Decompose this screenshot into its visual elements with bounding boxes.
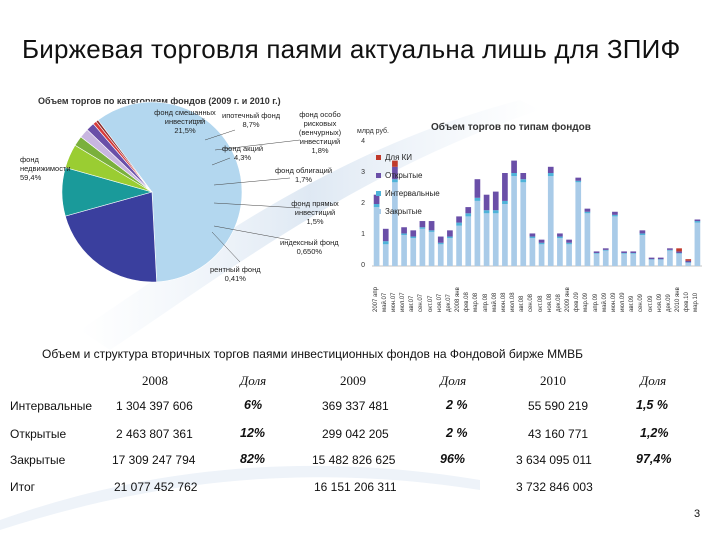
x-tick: май.08 [491, 292, 498, 312]
x-tick: авг.07 [409, 295, 416, 312]
x-tick: ноя.09 [656, 293, 663, 312]
share-2009: 2 % [446, 398, 468, 412]
share-2010: 1,5 % [636, 398, 668, 412]
pie-label-real-estate: фонд недвижимости 59,4% [20, 155, 71, 182]
x-tick: авг.09 [629, 295, 636, 312]
x-tick: май.09 [601, 292, 608, 312]
x-tick: авг.08 [519, 295, 526, 312]
table-caption: Объем и структура вторичных торгов паями… [42, 347, 584, 361]
pie-chart-title: Объем торгов по категориям фондов (2009 … [38, 96, 281, 106]
x-tick: мар.08 [473, 292, 480, 312]
x-tick: ноя.07 [436, 293, 443, 312]
x-tick: дек.09 [665, 294, 672, 312]
pie-label-mixed: фонд смешанных инвестиций 21,5% [154, 108, 216, 135]
value-2009: 369 337 481 [322, 399, 389, 413]
value-2008: 17 309 247 794 [112, 453, 196, 467]
x-tick: фев.10 [684, 292, 691, 312]
share-2010: 97,4% [636, 452, 672, 466]
bar-chart-title: Объем торгов по типам фондов [431, 122, 591, 133]
share-2009: 96% [440, 452, 466, 466]
share-2008: 82% [240, 452, 266, 466]
share-2008: 6% [244, 398, 263, 412]
x-tick: мар.09 [583, 292, 590, 312]
x-tick: 2010 янв [675, 287, 682, 312]
row-label: Итог [10, 480, 36, 494]
x-tick: ноя.08 [546, 293, 553, 312]
slide-title: Биржевая торговля паями актуальна лишь д… [22, 34, 681, 64]
x-tick: июл.08 [510, 292, 517, 312]
x-tick: окт.07 [427, 295, 434, 312]
x-tick: июн.07 [390, 292, 397, 312]
x-tick: май.07 [381, 292, 388, 312]
value-2010: 3 732 846 003 [516, 480, 593, 494]
x-tick: сен.07 [418, 294, 425, 312]
bar-legend: Для КИ Открытые Интервальные Закрытые [376, 148, 440, 220]
legend-swatch [376, 190, 381, 196]
y-tick: 4 [361, 138, 365, 145]
y-tick: 0 [361, 262, 365, 269]
share-2009: 2 % [446, 426, 468, 440]
legend-swatch [376, 208, 381, 214]
x-tick: окт.09 [647, 295, 654, 312]
x-tick: 2008 янв [455, 287, 462, 312]
pie-label-index: индексный фонд 0,650% [280, 238, 339, 256]
x-tick: апр.08 [482, 293, 489, 312]
header-2010: 2010 [540, 373, 566, 388]
legend-item: Интервальные [376, 184, 440, 202]
x-tick: июл.09 [620, 292, 627, 312]
row-label: Интервальные [10, 399, 93, 413]
x-tick: июл.07 [400, 292, 407, 312]
y-tick: 3 [361, 169, 365, 176]
share-2010: 1,2% [640, 426, 669, 440]
x-tick: сен.08 [528, 294, 535, 312]
value-2010: 3 634 095 011 [516, 453, 592, 467]
header-2008: 2008 [142, 373, 168, 388]
header-share-2010: Доля [640, 373, 667, 388]
y-tick: 2 [361, 200, 365, 207]
page-number: 3 [694, 508, 701, 520]
x-tick: дек.07 [445, 294, 452, 312]
legend-item: Открытые [376, 166, 440, 184]
value-2010: 43 160 771 [528, 427, 589, 441]
legend-swatch [376, 154, 381, 160]
row-label: Открытые [10, 427, 67, 441]
header-2009: 2009 [340, 373, 366, 388]
pie-label-venture: фонд особо рисковых (венчурных) инвестиц… [298, 110, 342, 155]
legend-item: Для КИ [376, 148, 440, 166]
x-tick: июн.09 [610, 292, 617, 312]
x-tick: окт.08 [537, 295, 544, 312]
value-2008: 1 304 397 606 [116, 399, 193, 413]
pie-label-direct: фонд прямых инвестиций 1,5% [291, 199, 339, 226]
x-tick: июн.08 [500, 292, 507, 312]
x-tick: фев.09 [574, 292, 581, 312]
x-tick: фев.08 [464, 292, 471, 312]
value-2009: 16 151 206 311 [314, 480, 397, 494]
x-tick: мар.10 [693, 292, 700, 312]
header-share-2008: Доля [240, 373, 267, 388]
value-2008: 2 463 807 361 [116, 427, 193, 441]
value-2009: 299 042 205 [322, 427, 389, 441]
row-label: Закрытые [10, 453, 66, 467]
bar-chart-unit: млрд руб. [357, 128, 390, 135]
x-tick: дек.08 [555, 294, 562, 312]
value-2009: 15 482 826 625 [312, 453, 396, 467]
value-2008: 21 077 452 762 [114, 480, 198, 494]
legend-swatch [376, 172, 381, 178]
legend-item: Закрытые [376, 202, 440, 220]
pie-label-bonds: фонд облигаций 1,7% [275, 166, 333, 184]
x-tick: 2009 янв [565, 287, 572, 312]
value-2010: 55 590 219 [528, 399, 589, 413]
x-tick: 2007 апр [372, 287, 379, 312]
share-2008: 12% [240, 426, 266, 440]
header-share-2009: Доля [440, 373, 467, 388]
x-tick: апр.09 [592, 293, 599, 312]
pie-label-stocks: фонд акций 4,3% [222, 144, 264, 162]
x-tick: сен.09 [638, 294, 645, 312]
y-tick: 1 [361, 231, 365, 238]
pie-label-rent: рентный фонд 0,41% [210, 265, 261, 283]
pie-label-mortgage: ипотечный фонд 8,7% [222, 111, 281, 129]
